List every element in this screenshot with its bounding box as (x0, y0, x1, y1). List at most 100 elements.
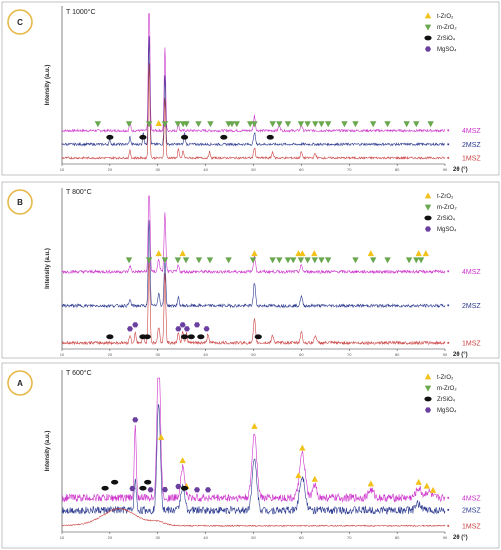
marker-m-zro2-p0-21 (324, 121, 332, 128)
legend: t-ZrO₂ m-ZrO₂ ZrSiO₄ MgSO₄ (424, 192, 457, 233)
marker-m-zro2-p1-21 (405, 257, 413, 264)
trace-4msz (61, 377, 446, 503)
marker-m-zro2-p0-15 (276, 121, 283, 128)
x-tick-label: 40 (203, 167, 208, 172)
x-tick-label: 40 (203, 352, 208, 357)
x-axis-title: 2θ (°) (453, 535, 468, 541)
x-tick-label: 20 (108, 167, 113, 172)
marker-t-zro2-p0-legend0 (424, 12, 432, 19)
marker-m-zro2-p0-6 (183, 121, 190, 128)
marker-m-zro2-p1-10 (276, 257, 283, 264)
marker-m-zro2-p1-13 (297, 257, 305, 264)
marker-m-zro2-p0-0 (94, 121, 102, 128)
x-tick-label: 30 (156, 535, 161, 540)
marker-m-zro2-p0-13 (251, 121, 258, 128)
series-end-dot: ▪ (447, 141, 450, 148)
series-label-2msz: 2MSZ (462, 508, 481, 515)
marker-zrsio4-p2-4 (180, 485, 189, 491)
marker-mgso4-p1-6 (203, 326, 210, 332)
series-end-dot: ▪ (447, 303, 450, 310)
marker-mgso4-p1-1 (132, 322, 139, 328)
marker-zrsio4-p0-3 (220, 134, 228, 140)
marker-t-zro2-p2-legend0 (424, 373, 432, 380)
marker-mgso4-p2-3 (161, 487, 168, 493)
marker-m-zro2-p1-4 (182, 257, 190, 264)
series-end-dot: ▪ (447, 269, 450, 276)
marker-m-zro2-p1-19 (369, 257, 377, 264)
marker-zrsio4-p2-2 (139, 485, 147, 491)
marker-t-zro2-p2-6 (311, 475, 318, 482)
x-tick-label: 80 (395, 352, 400, 357)
marker-m-zro2-p0-22 (341, 121, 348, 128)
x-tick-label: 70 (347, 352, 352, 357)
marker-m-zro2-p0-4 (174, 121, 182, 128)
legend-label-mgso4: MgSO₄ (437, 227, 457, 233)
x-tick-label: 80 (395, 535, 400, 540)
y-axis-title: Intensity (a.u.) (45, 65, 51, 106)
marker-t-zro2-p1-5 (311, 250, 318, 257)
series-end-dot: ▪ (447, 507, 450, 514)
x-tick-label: 60 (299, 167, 304, 172)
marker-t-zro2-p2-0 (157, 433, 165, 440)
legend: t-ZrO₂ m-ZrO₂ ZrSiO₄ MgSO₄ (424, 373, 457, 414)
marker-m-zro2-p0-20 (318, 121, 325, 128)
x-tick-label: 90 (443, 352, 448, 357)
marker-mgso4-p2-legend3 (425, 407, 431, 413)
panel-c: C T 1000°C 10 20 30 40 50 60 70 80 90 2θ (°) Intensi… (1, 1, 500, 176)
marker-m-zro2-p1-22 (413, 257, 420, 264)
trace-2msz (61, 220, 446, 309)
marker-m-zro2-p1-18 (352, 257, 359, 264)
legend-label-zrsio4: ZrSiO₄ (437, 397, 456, 403)
trace-1msz (61, 63, 446, 160)
marker-m-zro2-p0-10 (228, 121, 236, 128)
series-label-2msz: 2MSZ (462, 142, 481, 149)
panel-label-circle (7, 189, 33, 215)
legend-label-zrsio4: ZrSiO₄ (437, 36, 456, 42)
marker-m-zro2-p0-26 (403, 121, 410, 128)
marker-mgso4-p2-4 (175, 483, 182, 490)
marker-t-zro2-p1-1 (179, 250, 186, 257)
marker-t-zro2-p1-0 (155, 250, 162, 257)
legend: t-ZrO₂ m-ZrO₂ ZrSiO₄ MgSO₄ (424, 12, 457, 53)
marker-m-zro2-p0-3 (161, 121, 169, 128)
marker-mgso4-p1-0 (126, 326, 133, 332)
marker-m-zro2-p1-5 (195, 257, 203, 264)
panel-frame (1, 181, 500, 359)
marker-t-zro2-p2-5 (299, 444, 306, 451)
marker-m-zro2-p0-23 (352, 121, 359, 128)
marker-m-zro2-p1-16 (318, 257, 325, 264)
legend-label-mgso4: MgSO₄ (437, 408, 457, 414)
panel-label: C (17, 18, 23, 27)
marker-m-zro2-p0-7 (195, 121, 202, 128)
x-tick-label: 60 (299, 535, 304, 540)
x-tick-label: 90 (443, 167, 448, 172)
legend-label-t_zro2: t-ZrO₂ (437, 14, 454, 20)
marker-m-zro2-p1-0 (125, 257, 133, 264)
marker-t-zro2-p1-legend0 (424, 192, 432, 199)
marker-zrsio4-p0-1 (139, 134, 147, 140)
marker-zrsio4-p2-legend2 (424, 396, 432, 402)
marker-m-zro2-p1-6 (206, 257, 214, 264)
marker-t-zro2-p1-8 (422, 250, 430, 257)
x-tick-label: 70 (347, 167, 352, 172)
x-tick-label: 50 (251, 535, 256, 540)
marker-t-zro2-p2-3 (251, 422, 258, 429)
marker-t-zro2-p1-4 (299, 250, 306, 257)
marker-t-zro2-p2-1 (179, 457, 186, 464)
marker-m-zro2-p0-24 (369, 121, 377, 128)
marker-t-zro2-p0-0 (155, 120, 162, 127)
legend-label-mgso4: MgSO₄ (437, 47, 457, 53)
marker-zrsio4-p2-3 (144, 479, 152, 485)
marker-mgso4-p2-1 (129, 485, 136, 492)
series-label-1msz: 1MSZ (462, 155, 481, 162)
series-end-dot: ▪ (447, 495, 450, 502)
panel-b: B T 800°C 10 20 30 40 50 60 70 80 90 2θ (°) Intensit… (1, 181, 500, 359)
marker-m-zro2-p0-14 (269, 121, 276, 128)
marker-m-zro2-p0-11 (233, 121, 240, 128)
marker-m-zro2-p1-7 (225, 257, 232, 264)
marker-zrsio4-p0-2 (180, 134, 189, 140)
marker-t-zro2-p2-10 (429, 486, 437, 493)
x-tick-label: 50 (251, 352, 256, 357)
marker-mgso4-p2-6 (205, 487, 212, 493)
